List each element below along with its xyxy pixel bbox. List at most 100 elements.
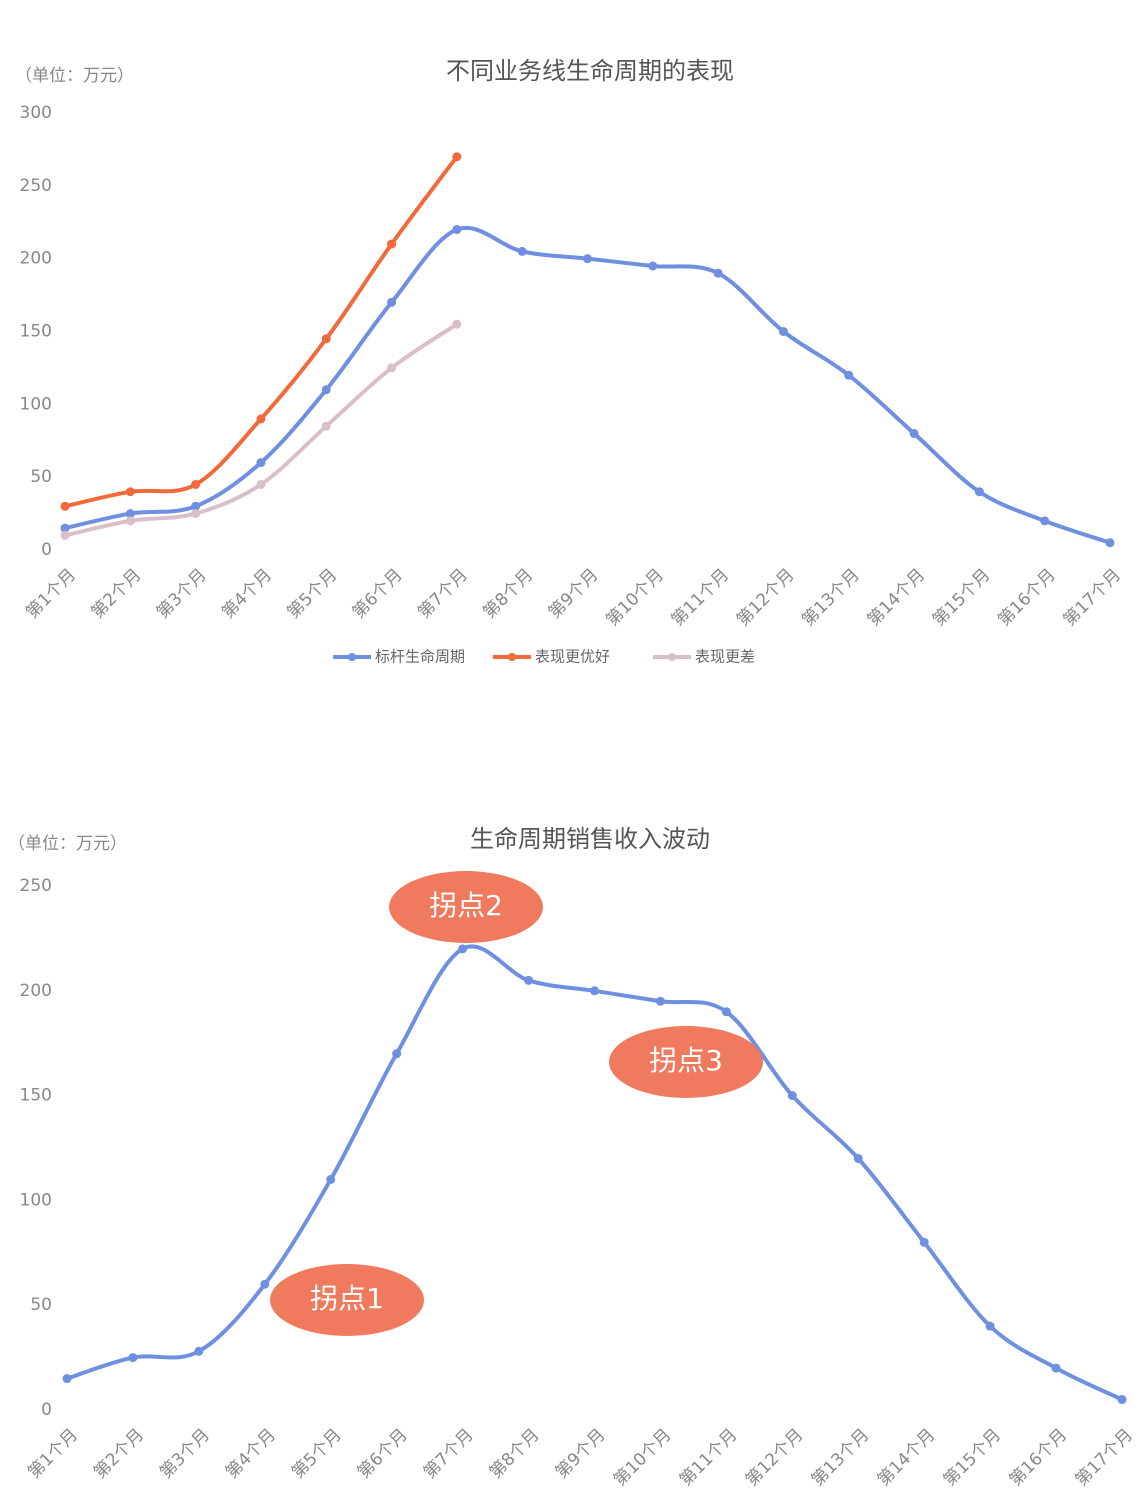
x-tick-label: 第12个月 <box>742 1425 808 1491</box>
x-tick-label: 第6个月 <box>354 1425 412 1483</box>
point <box>1105 538 1115 548</box>
point <box>452 225 462 235</box>
legend-dot <box>668 653 676 661</box>
point <box>191 501 201 511</box>
point <box>125 516 135 526</box>
point <box>721 1007 731 1017</box>
point <box>974 487 984 497</box>
series-line <box>63 322 459 538</box>
point <box>387 239 397 249</box>
series-line <box>63 225 1112 545</box>
y-tick-label: 0 <box>41 1400 52 1420</box>
x-tick-label: 第16个月 <box>1006 1425 1072 1491</box>
point <box>125 509 135 519</box>
x-tick-label: 第4个月 <box>222 1425 280 1483</box>
y-tick-label: 50 <box>30 467 52 487</box>
point <box>256 458 266 468</box>
chart-title: 不同业务线生命周期的表现 <box>446 57 734 85</box>
x-tick-label: 第1个月 <box>22 565 80 623</box>
point <box>321 385 331 395</box>
point <box>909 428 919 438</box>
x-tick-label: 第7个月 <box>414 565 472 623</box>
point <box>60 530 70 540</box>
x-tick-label: 第2个月 <box>88 565 146 623</box>
point <box>191 509 201 519</box>
annotation-bubble <box>609 1026 763 1098</box>
point <box>194 1346 204 1356</box>
point <box>985 1321 995 1331</box>
y-tick-label: 100 <box>20 1190 52 1210</box>
legend-dot <box>508 653 516 661</box>
point <box>458 944 468 954</box>
x-tick-label: 第11个月 <box>668 565 734 631</box>
x-tick-label: 第6个月 <box>349 565 407 623</box>
legend-label: 表现更优好 <box>535 648 610 666</box>
x-tick-label: 第16个月 <box>994 565 1060 631</box>
annotation: 拐点2 <box>429 889 503 922</box>
point <box>853 1153 863 1163</box>
point <box>128 1353 138 1363</box>
x-tick-label: 第10个月 <box>610 1425 676 1491</box>
annotation: 拐点1 <box>310 1282 384 1315</box>
x-tick-label: 第15个月 <box>929 565 995 631</box>
x-tick-label: 第17个月 <box>1060 565 1126 631</box>
point <box>321 421 331 431</box>
x-tick-label: 第13个月 <box>808 1425 874 1491</box>
legend-label: 标杆生命周期 <box>375 648 465 666</box>
point <box>787 1091 797 1101</box>
x-tick-label: 第1个月 <box>24 1425 82 1483</box>
x-tick-label: 第5个月 <box>283 565 341 623</box>
unit-label: （单位：万元） <box>8 834 127 854</box>
point <box>60 523 70 533</box>
legend-dot <box>348 653 356 661</box>
x-tick-label: 第15个月 <box>940 1425 1006 1491</box>
x-tick-label: 第13个月 <box>798 565 864 631</box>
point <box>517 246 527 256</box>
point <box>583 254 592 264</box>
point <box>778 327 788 336</box>
point <box>648 261 658 271</box>
x-tick-label: 第3个月 <box>153 565 211 623</box>
point <box>392 1049 402 1059</box>
point <box>524 975 534 985</box>
x-tick-label: 第11个月 <box>676 1425 742 1491</box>
series-line <box>65 944 1124 1402</box>
y-tick-label: 250 <box>20 176 52 196</box>
point <box>256 414 266 424</box>
point <box>256 479 266 489</box>
x-tick-label: 第17个月 <box>1072 1425 1138 1491</box>
point <box>60 501 70 511</box>
point <box>655 996 665 1006</box>
x-tick-label: 第5个月 <box>288 1425 346 1483</box>
x-tick-label: 第8个月 <box>486 1425 544 1483</box>
x-tick-label: 第9个月 <box>552 1425 610 1483</box>
annotation: 拐点3 <box>649 1044 723 1077</box>
legend-label: 表现更差 <box>695 648 755 666</box>
point <box>1040 516 1050 526</box>
y-tick-label: 150 <box>20 322 52 342</box>
y-tick-label: 100 <box>20 394 52 414</box>
x-tick-label: 第9个月 <box>545 565 603 623</box>
y-tick-label: 50 <box>30 1295 52 1315</box>
x-tick-label: 第14个月 <box>874 1425 940 1491</box>
y-tick-label: 200 <box>20 249 52 269</box>
point <box>125 487 135 497</box>
x-tick-label: 第14个月 <box>864 565 930 631</box>
point <box>452 152 462 162</box>
x-tick-label: 第12个月 <box>733 565 799 631</box>
point <box>844 370 854 380</box>
point <box>191 479 201 489</box>
unit-label: （单位：万元） <box>15 66 134 86</box>
x-tick-label: 第3个月 <box>156 1425 214 1483</box>
series-line <box>63 154 459 509</box>
point <box>713 268 723 278</box>
x-tick-label: 第7个月 <box>420 1425 478 1483</box>
point <box>387 363 397 373</box>
x-tick-label: 第8个月 <box>479 565 537 623</box>
point <box>387 297 397 307</box>
annotation-bubble <box>270 1264 424 1336</box>
point <box>919 1237 929 1247</box>
y-tick-label: 250 <box>20 876 52 896</box>
point <box>62 1374 72 1384</box>
